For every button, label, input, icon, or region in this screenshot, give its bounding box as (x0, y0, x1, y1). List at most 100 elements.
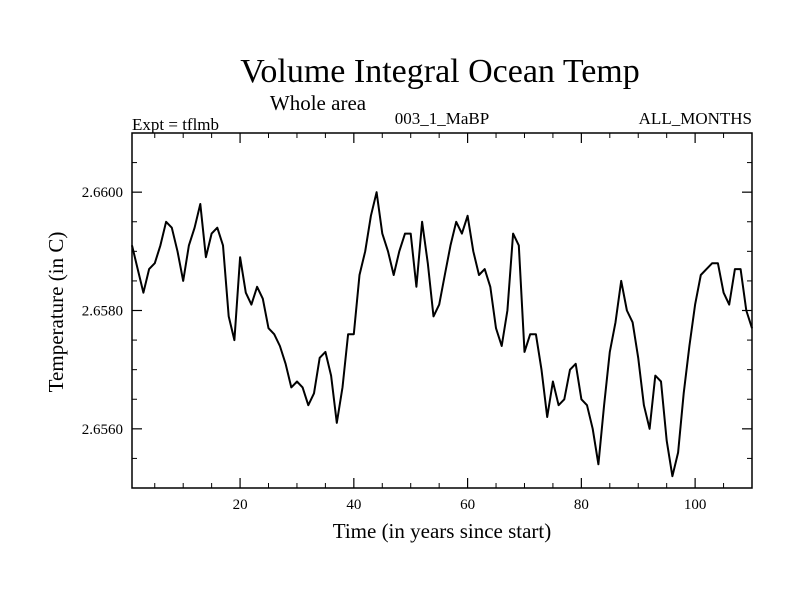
data-point (723, 292, 725, 294)
data-point (154, 262, 156, 264)
data-point (262, 298, 264, 300)
data-point (677, 451, 679, 454)
data-point (239, 256, 241, 258)
x-tick-label: 20 (233, 497, 248, 513)
chart-title: Volume Integral Ocean Temp (240, 53, 640, 90)
data-point (632, 321, 634, 323)
x-tick-label: 100 (684, 497, 707, 513)
data-point (279, 345, 281, 347)
data-point (529, 333, 531, 335)
data-point (637, 357, 639, 359)
data-point (313, 392, 315, 394)
data-point (393, 274, 395, 276)
data-point (717, 262, 719, 264)
y-tick-label: 2.6580 (82, 304, 123, 320)
data-point (432, 315, 435, 317)
data-point (319, 357, 321, 359)
data-point (540, 369, 543, 371)
data-point (484, 268, 486, 270)
data-point (415, 286, 417, 288)
data-point (194, 227, 196, 229)
data-point (751, 327, 753, 329)
data-point (302, 386, 304, 388)
data-point (478, 274, 480, 276)
data-point (307, 404, 309, 406)
data-point (324, 351, 326, 353)
months-label: ALL_MONTHS (639, 109, 752, 128)
data-point (222, 244, 224, 246)
data-point (336, 422, 338, 424)
data-point (671, 475, 674, 477)
data-point (233, 339, 235, 341)
data-point (654, 375, 656, 377)
data-point (711, 262, 713, 264)
data-point (245, 292, 247, 294)
data-point (626, 309, 628, 312)
data-point (353, 333, 355, 335)
y-axis-label: Temperature (in C) (44, 232, 68, 393)
data-point (376, 191, 378, 193)
data-point (660, 380, 662, 383)
data-point (216, 227, 218, 229)
data-point (734, 268, 736, 270)
data-point (421, 221, 423, 223)
data-point (387, 250, 389, 252)
data-point (512, 233, 514, 235)
data-point (427, 262, 429, 264)
data-point (296, 380, 298, 383)
data-point (740, 268, 742, 270)
data-point (148, 268, 150, 270)
x-axis-label: Time (in years since start) (333, 519, 552, 543)
x-tick-label: 40 (346, 497, 361, 513)
data-point (461, 233, 463, 235)
data-point (370, 215, 372, 217)
data-point (330, 375, 332, 377)
data-point (137, 268, 139, 270)
data-point (438, 304, 440, 306)
data-point (171, 227, 173, 229)
x-tick-label: 80 (574, 497, 589, 513)
data-point (341, 386, 344, 388)
data-point (364, 250, 366, 252)
data-point (700, 274, 702, 276)
data-point (523, 351, 526, 353)
plot-area: 20 40 60 80 100 2.6560 2.6580 2.6600 (82, 132, 753, 513)
data-point (592, 428, 594, 430)
data-point (609, 351, 611, 353)
x-tick-label: 60 (460, 497, 475, 513)
data-point (705, 268, 708, 270)
data-point (558, 404, 560, 406)
data-point (597, 463, 600, 465)
data-point (603, 404, 605, 406)
data-point (552, 380, 554, 383)
data-point (285, 363, 287, 365)
data-point (518, 244, 520, 246)
plot-frame (131, 132, 753, 489)
data-point (575, 363, 577, 365)
data-point (495, 327, 497, 329)
run-label: 003_1_MaBP (395, 109, 489, 128)
data-point (228, 315, 230, 317)
data-point (614, 321, 617, 323)
data-point (211, 233, 213, 235)
data-point (142, 292, 144, 294)
data-point (728, 304, 730, 306)
data-point (267, 327, 270, 329)
data-point (182, 280, 184, 282)
data-point (159, 244, 161, 246)
data-point (449, 244, 452, 246)
data-point (666, 440, 668, 442)
data-point (290, 386, 292, 388)
data-point (347, 333, 349, 335)
chart-subtitle: Whole area (270, 91, 367, 115)
data-point (489, 286, 491, 288)
data-point (683, 392, 685, 394)
data-point (688, 345, 691, 347)
data-point (256, 286, 258, 288)
data-point (569, 369, 571, 371)
data-point (404, 233, 406, 235)
data-point (467, 215, 469, 217)
data-point (586, 404, 588, 406)
data-point (131, 244, 133, 246)
data-point (649, 428, 651, 430)
